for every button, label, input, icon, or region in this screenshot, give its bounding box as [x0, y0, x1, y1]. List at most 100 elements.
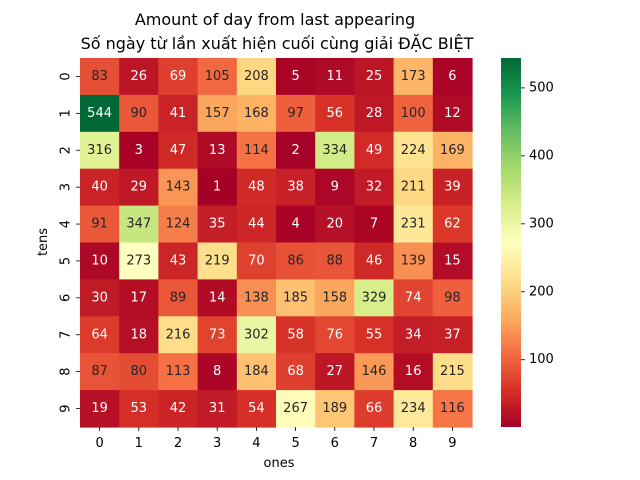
heatmap-cell-2-0 — [80, 131, 120, 170]
heatmap-cell-0-9 — [432, 58, 473, 96]
cell-value-label: 29 — [131, 180, 148, 195]
heatmap-cell-3-2 — [158, 168, 199, 207]
heatmap-cell-3-8 — [393, 168, 434, 207]
cell-value-label: 168 — [244, 106, 269, 121]
cell-value-label: 189 — [322, 401, 347, 416]
cell-value-label: 74 — [405, 290, 422, 305]
heatmap-cell-9-2 — [158, 390, 199, 428]
cell-value-label: 39 — [444, 180, 461, 195]
cell-value-label: 91 — [91, 217, 108, 232]
cell-value-label: 334 — [322, 143, 347, 158]
heatmap-cell-6-6 — [315, 279, 355, 317]
heatmap-cell-7-4 — [236, 316, 277, 354]
cell-value-label: 55 — [366, 327, 383, 342]
heatmap-cell-5-1 — [119, 242, 159, 280]
heatmap-cell-2-7 — [354, 131, 395, 170]
heatmap-cell-8-5 — [276, 353, 316, 391]
cell-value-label: 13 — [209, 143, 226, 158]
heatmap-cell-9-6 — [315, 390, 355, 428]
cell-value-label: 105 — [205, 69, 230, 84]
cell-value-label: 35 — [209, 217, 226, 232]
cell-value-label: 44 — [248, 217, 265, 232]
heatmap-cell-1-2 — [158, 94, 199, 133]
heatmap-cell-5-2 — [158, 242, 199, 280]
heatmap-cell-0-8 — [393, 58, 434, 96]
colorbar — [501, 58, 521, 427]
heatmap-cell-5-0 — [80, 242, 120, 280]
colorbar-tick-label: 100 — [529, 352, 554, 367]
cell-value-label: 19 — [91, 401, 108, 416]
heatmap-cell-2-9 — [432, 131, 473, 170]
cell-value-label: 18 — [131, 327, 148, 342]
cell-value-label: 76 — [327, 327, 344, 342]
heatmap-cell-2-3 — [197, 131, 238, 170]
x-tick-label: 5 — [291, 436, 299, 451]
cell-value-label: 12 — [444, 106, 461, 121]
cell-value-label: 184 — [244, 364, 269, 379]
y-axis-ticks: 0 1 2 3 4 5 6 7 8 9 — [59, 72, 80, 413]
cell-value-label: 215 — [440, 364, 465, 379]
heatmap-cell-8-1 — [119, 353, 159, 391]
cell-value-label: 4 — [291, 217, 299, 232]
cell-value-label: 48 — [248, 180, 265, 195]
cell-value-label: 224 — [401, 143, 426, 158]
heatmap-cell-1-3 — [197, 94, 238, 133]
cell-value-label: 185 — [283, 290, 308, 305]
heatmap-cell-4-4 — [236, 205, 277, 244]
cell-value-label: 10 — [91, 253, 108, 268]
heatmap-cell-8-2 — [158, 353, 199, 391]
cell-value-label: 68 — [287, 364, 304, 379]
heatmap-cell-5-5 — [276, 242, 316, 280]
colorbar-tick-label: 500 — [529, 80, 554, 95]
cell-value-label: 114 — [244, 143, 269, 158]
cell-value-label: 9 — [331, 180, 339, 195]
heatmap-cell-9-7 — [354, 390, 395, 428]
cell-value-label: 26 — [131, 69, 148, 84]
cell-value-label: 5 — [291, 69, 299, 84]
heatmap-cell-2-1 — [119, 131, 159, 170]
heatmap-cell-6-5 — [276, 279, 316, 317]
x-tick-label: 8 — [409, 436, 417, 451]
heatmap-cell-9-9 — [432, 390, 473, 428]
heatmap-cell-9-5 — [276, 390, 316, 428]
colorbar-ticks: 100 200 300 400 500 — [521, 80, 554, 367]
heatmap-cell-2-5 — [276, 131, 316, 170]
x-tick-label: 7 — [370, 436, 378, 451]
heatmap-cell-1-7 — [354, 94, 395, 133]
heatmap-cell-1-4 — [236, 94, 277, 133]
heatmap-cell-7-5 — [276, 316, 316, 354]
heatmap-cell-4-7 — [354, 205, 395, 244]
cell-value-label: 157 — [205, 106, 230, 121]
heatmap-cell-8-8 — [393, 353, 434, 391]
cell-value-label: 329 — [362, 290, 387, 305]
cell-value-label: 8 — [213, 364, 221, 379]
cell-value-label: 139 — [401, 253, 426, 268]
heatmap-cell-0-6 — [315, 58, 355, 96]
heatmap-cell-3-1 — [119, 168, 159, 207]
cell-value-label: 98 — [444, 290, 461, 305]
heatmap-cell-3-9 — [432, 168, 473, 207]
cell-value-label: 28 — [366, 106, 383, 121]
colorbar-tick-label: 400 — [529, 148, 554, 163]
cell-value-label: 83 — [91, 69, 108, 84]
y-tick-label: 0 — [59, 72, 74, 80]
x-axis-ticks: 0 1 2 3 4 5 6 7 8 9 — [95, 427, 457, 451]
heatmap-cell-8-6 — [315, 353, 355, 391]
heatmap-cell-6-0 — [80, 279, 120, 317]
y-tick-label: 2 — [59, 146, 74, 154]
cell-value-label: 66 — [366, 401, 383, 416]
cell-value-label: 17 — [131, 290, 148, 305]
cell-value-label: 80 — [131, 364, 148, 379]
cell-value-label: 15 — [444, 253, 461, 268]
x-tick-label: 1 — [135, 436, 143, 451]
y-tick-label: 4 — [59, 220, 74, 228]
x-tick-label: 3 — [213, 436, 221, 451]
cell-value-label: 46 — [366, 253, 383, 268]
cell-value-label: 43 — [170, 253, 187, 268]
heatmap-cell-9-0 — [80, 390, 120, 428]
cell-value-label: 54 — [248, 401, 265, 416]
cell-value-label: 20 — [327, 217, 344, 232]
cell-value-label: 124 — [166, 217, 191, 232]
heatmap-cell-3-6 — [315, 168, 355, 207]
heatmap-cell-5-8 — [393, 242, 434, 280]
